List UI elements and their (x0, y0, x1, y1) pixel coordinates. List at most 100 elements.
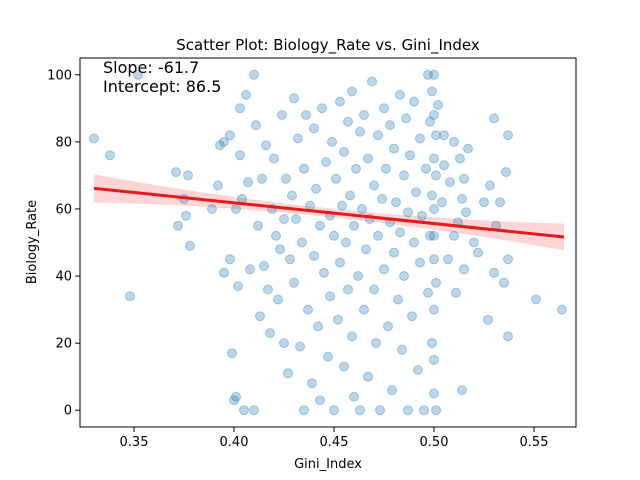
scatter-point (305, 200, 315, 211)
scatter-point (279, 214, 289, 224)
scatter-point (429, 230, 439, 241)
scatter-point (403, 405, 413, 416)
scatter-point (271, 230, 281, 241)
scatter-point (429, 69, 439, 80)
scatter-point (345, 190, 355, 201)
scatter-point (229, 395, 239, 406)
scatter-point (473, 247, 483, 258)
scatter-point (353, 271, 363, 281)
chart-title: Scatter Plot: Biology_Rate vs. Gini_Inde… (176, 36, 480, 55)
y-tick-label: 0 (64, 404, 72, 419)
scatter-point (281, 173, 291, 184)
scatter-point (359, 304, 369, 315)
y-tick-label: 40 (55, 270, 72, 285)
scatter-point (469, 237, 479, 248)
scatter-point (463, 143, 473, 154)
x-tick-label: 0.55 (520, 435, 549, 450)
scatter-point (373, 230, 383, 241)
scatter-point (375, 405, 385, 416)
scatter-point (337, 200, 347, 211)
scatter-point (343, 284, 353, 295)
scatter-point (259, 261, 269, 271)
scatter-point (495, 197, 505, 208)
scatter-point (415, 133, 425, 144)
scatter-point (299, 405, 309, 416)
scatter-point (395, 227, 405, 238)
scatter-point (357, 204, 367, 214)
scatter-point (423, 287, 433, 298)
scatter-point (397, 344, 407, 355)
scatter-point (457, 193, 467, 204)
scatter-point (261, 140, 271, 151)
scatter-point (349, 220, 359, 231)
scatter-point (273, 294, 283, 305)
scatter-point (489, 113, 499, 124)
scatter-point (349, 391, 359, 402)
scatter-point (419, 405, 429, 416)
scatter-point (355, 126, 365, 137)
scatter-point (415, 257, 425, 268)
scatter-point (427, 190, 437, 201)
scatter-point (277, 110, 287, 120)
scatter-point (429, 354, 439, 365)
scatter-point (381, 163, 391, 174)
scatter-point (341, 237, 351, 248)
scatter-point (369, 180, 379, 191)
scatter-point (215, 140, 225, 151)
scatter-point (439, 130, 449, 141)
scatter-point (503, 331, 513, 342)
scatter-point (411, 187, 421, 198)
scatter-point (231, 391, 241, 402)
scatter-point (231, 204, 241, 214)
scatter-point (323, 351, 333, 362)
scatter-point (351, 163, 361, 174)
scatter-point (263, 284, 273, 295)
scatter-point (89, 133, 99, 144)
scatter-point (409, 96, 419, 107)
scatter-point (427, 338, 437, 349)
scatter-point (339, 361, 349, 372)
scatter-point (409, 237, 419, 248)
scatter-point (499, 277, 509, 288)
scatter-point (313, 321, 323, 332)
scatter-point (449, 136, 459, 147)
scatter-point (311, 183, 321, 194)
scatter-point (503, 130, 513, 141)
scatter-point (243, 177, 253, 188)
scatter-point (459, 264, 469, 275)
plot-area (89, 69, 567, 416)
scatter-point (425, 116, 435, 127)
scatter-point (445, 177, 455, 188)
scatter-point (295, 341, 305, 352)
scatter-point (459, 173, 469, 184)
scatter-point (371, 338, 381, 349)
scatter-point (417, 210, 427, 221)
scatter-point (289, 277, 299, 288)
scatter-point (331, 173, 341, 184)
scatter-point (451, 287, 461, 298)
scatter-point (251, 120, 261, 131)
scatter-point (429, 388, 439, 399)
scatter-point (299, 163, 309, 174)
scatter-point (275, 244, 285, 255)
scatter-point (213, 180, 223, 191)
scatter-point (401, 113, 411, 124)
scatter-point (315, 395, 325, 406)
scatter-point (329, 230, 339, 241)
scatter-point (443, 254, 453, 265)
scatter-point (173, 220, 183, 231)
scatter-point (239, 405, 249, 416)
scatter-point (235, 150, 245, 161)
scatter-point (329, 405, 339, 416)
scatter-point (241, 89, 251, 100)
scatter-point (479, 197, 489, 208)
scatter-point (327, 136, 337, 147)
scatter-point (279, 338, 289, 349)
scatter-point (355, 405, 365, 416)
scatter-point (265, 328, 275, 339)
scatter-point (403, 207, 413, 218)
scatter-point (287, 190, 297, 201)
scatter-point (225, 254, 235, 265)
scatter-point (235, 103, 245, 114)
